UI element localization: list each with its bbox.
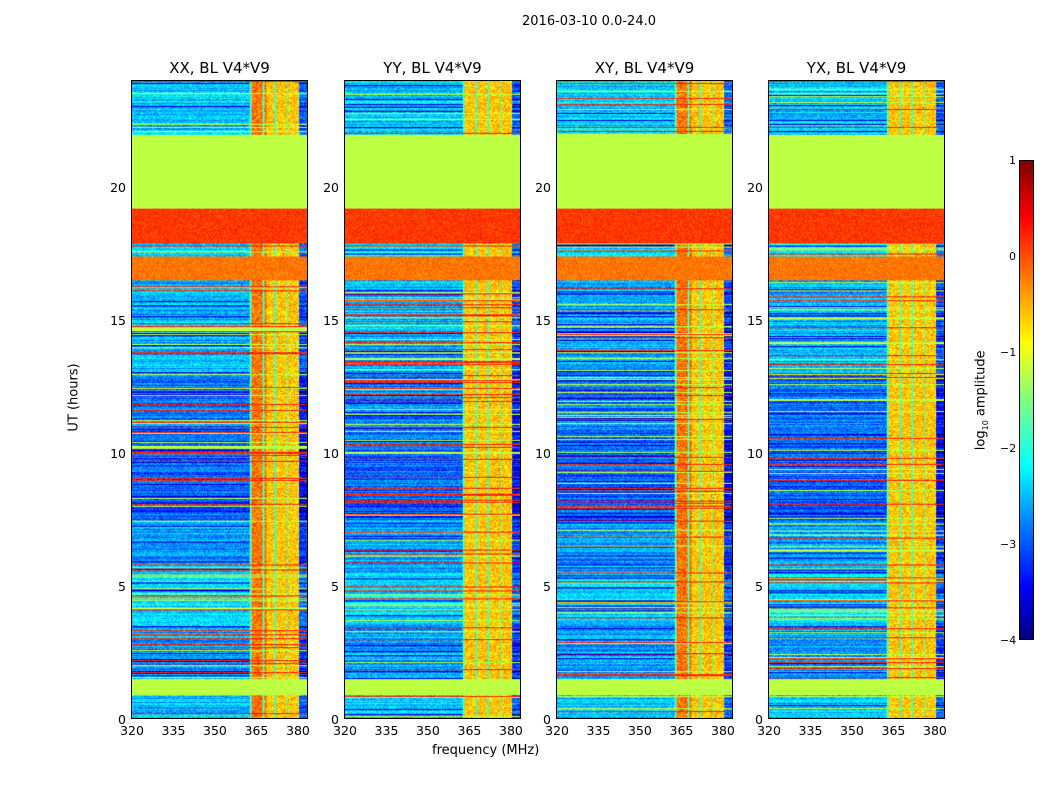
figure-title: 2016-03-10 0.0-24.0: [522, 14, 656, 29]
y-tick-label: 5: [755, 578, 763, 594]
x-tick-label: 380: [499, 723, 523, 738]
spectrogram-heatmap: [345, 81, 520, 718]
y-tick-label: 15: [747, 312, 763, 328]
y-tick-label: 5: [331, 578, 339, 594]
x-tick-label: 380: [923, 723, 947, 738]
y-tick-label: 0: [331, 712, 339, 727]
panel-1: YY, BL V4*V9 0 5 10 15 20 320 335 350 365 380: [323, 59, 523, 738]
y-tick-label: 15: [535, 312, 551, 328]
y-tick-label: 5: [118, 578, 126, 594]
x-tick-label: 335: [374, 723, 399, 738]
y-tick-label: 20: [110, 179, 126, 195]
spectrogram-heatmap: [132, 81, 307, 718]
y-tick-label: 20: [535, 179, 551, 195]
y-tick-label: 15: [323, 312, 339, 328]
x-tick-label: 335: [161, 723, 186, 738]
y-tick-label: 10: [747, 445, 763, 461]
x-tick-label: 320: [545, 723, 569, 738]
x-tick-label: 335: [798, 723, 823, 738]
y-tick-label: 10: [110, 445, 126, 461]
x-tick-label: 350: [416, 723, 440, 738]
colorbar-tick-label: −1: [1000, 346, 1017, 359]
panel-2: XY, BL V4*V9 0 5 10 15 20 320 335 350 365 380: [535, 59, 735, 738]
colorbar-tick-label: 0: [1009, 250, 1016, 263]
panel-title: XY, BL V4*V9: [594, 59, 695, 77]
x-tick-label: 365: [244, 723, 269, 738]
panel-title: YX, BL V4*V9: [806, 59, 907, 77]
panel-title: XX, BL V4*V9: [169, 59, 270, 77]
x-tick-label: 365: [881, 723, 906, 738]
x-tick-label: 380: [286, 723, 310, 738]
y-tick-label: 15: [110, 312, 126, 328]
x-tick-label: 335: [586, 723, 611, 738]
x-tick-label: 350: [628, 723, 652, 738]
x-axis-label: frequency (MHz): [432, 743, 540, 758]
y-tick-label: 10: [535, 445, 551, 461]
y-axis-label: UT (hours): [66, 363, 82, 432]
y-tick-label: 20: [747, 179, 763, 195]
colorbar-tick-label: −3: [1000, 538, 1017, 551]
x-tick-label: 320: [333, 723, 357, 738]
colorbar-label: log10 amplitude: [973, 350, 991, 451]
x-tick-label: 350: [203, 723, 227, 738]
panel-title: YY, BL V4*V9: [383, 59, 482, 77]
x-tick-label: 350: [840, 723, 864, 738]
y-tick-label: 10: [323, 445, 339, 461]
x-tick-label: 365: [457, 723, 482, 738]
y-tick-label: 0: [755, 712, 763, 727]
y-tick-label: 20: [323, 179, 339, 195]
spectrogram-heatmap: [557, 81, 732, 718]
colorbar-tick-label: −4: [1000, 634, 1017, 647]
y-tick-label: 0: [118, 712, 126, 727]
x-tick-label: 365: [669, 723, 694, 738]
x-tick-label: 320: [757, 723, 781, 738]
spectrogram-heatmap: [769, 81, 944, 718]
x-tick-label: 320: [120, 723, 144, 738]
x-tick-label: 380: [711, 723, 735, 738]
y-tick-label: 0: [543, 712, 551, 727]
colorbar-tick-label: −2: [1000, 442, 1017, 455]
panel-3: YX, BL V4*V9 0 5 10 15 20 320 335 350 365 380: [747, 59, 947, 738]
colorbar: 1 0 −1 −2 −3 −4: [1000, 154, 1034, 647]
colorbar-tick-label: 1: [1009, 154, 1016, 167]
y-tick-label: 5: [543, 578, 551, 594]
panel-0: XX, BL V4*V9 0 5 10 15 20 320 335 350 365 380: [110, 59, 310, 738]
